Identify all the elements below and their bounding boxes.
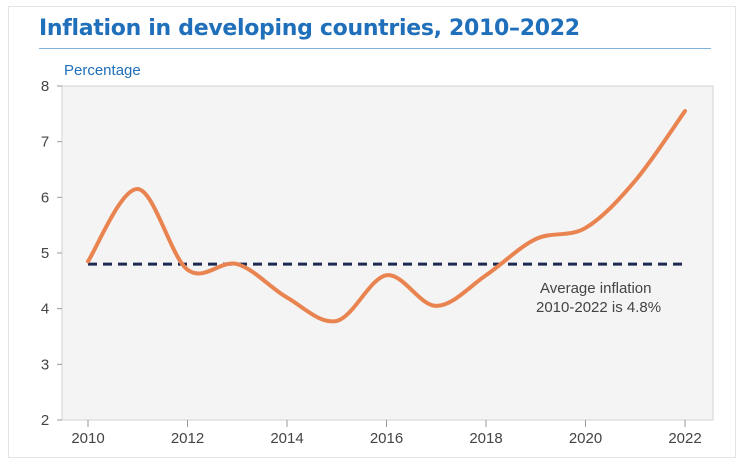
y-tick-label: 6 [41,189,49,206]
plot-area [61,85,714,421]
x-tick-label: 2022 [668,430,701,447]
x-tick-label: 2014 [270,430,303,447]
average-annotation-line-2: 2010-2022 is 4.8% [536,299,661,316]
x-tick-label: 2012 [171,430,204,447]
y-tick-label: 3 [41,356,49,373]
y-tick-label: 4 [41,301,49,318]
y-tick-label: 8 [41,78,49,95]
average-annotation-line-1: Average inflation [540,280,651,297]
x-tick-label: 2020 [569,430,602,447]
x-tick-label: 2010 [71,430,104,447]
chart-title: Inflation in developing countries, 2010–… [39,16,580,41]
x-tick-label: 2018 [469,430,502,447]
x-axis-ticks: 2010 2012 2014 2016 2018 2020 2022 [71,420,702,447]
y-tick-label: 7 [41,134,49,151]
y-axis-label: Percentage [64,62,141,79]
title-divider [39,48,711,49]
x-tick-label: 2016 [370,430,403,447]
inflation-series-line [86,109,687,324]
y-axis-ticks: 2 3 4 5 6 7 8 [41,78,62,429]
y-tick-label: 5 [41,245,49,262]
y-tick-label: 2 [41,412,49,429]
